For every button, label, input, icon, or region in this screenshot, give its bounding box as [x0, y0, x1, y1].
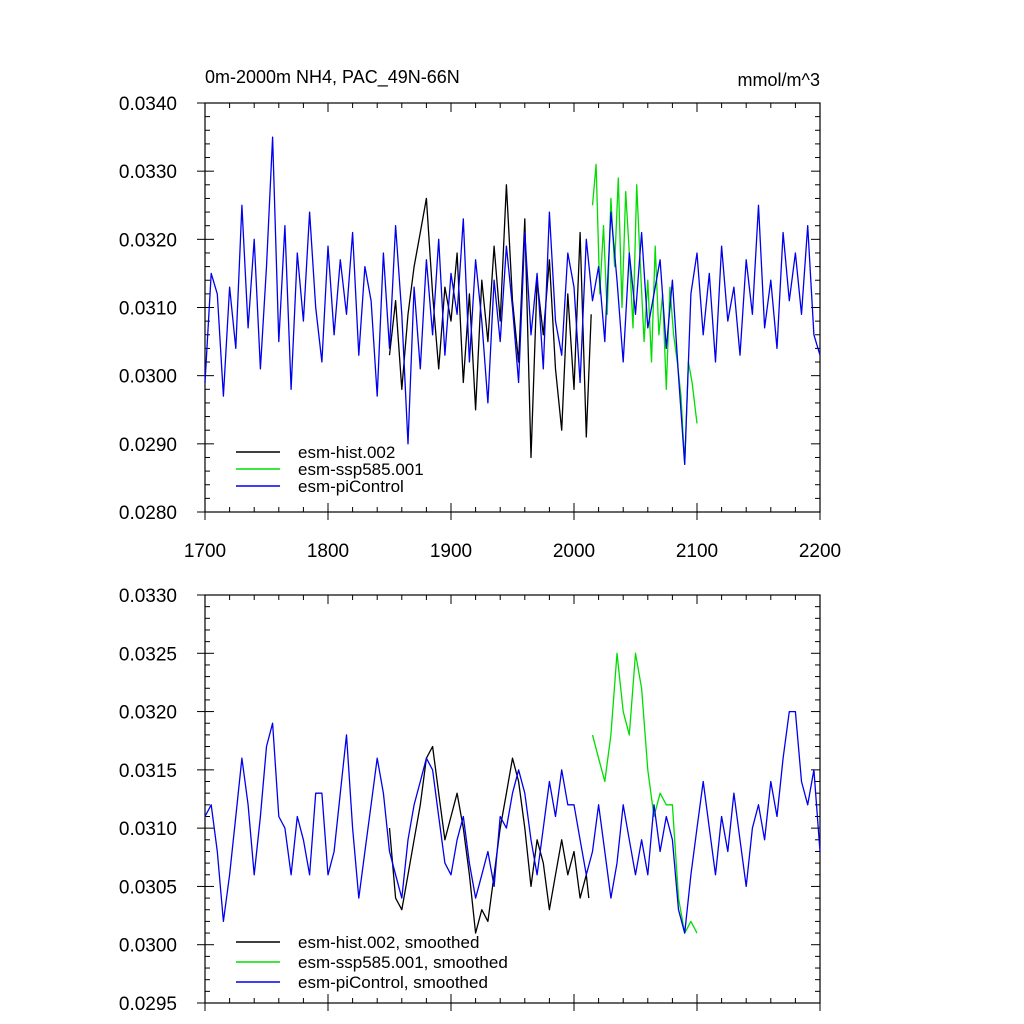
- y-tick-label: 0.0300: [119, 367, 177, 388]
- y-tick-label: 0.0310: [119, 819, 177, 840]
- y-tick-label: 0.0300: [119, 936, 177, 957]
- legend-label: esm-piControl, smoothed: [298, 973, 488, 992]
- legend-label: esm-ssp585.001, smoothed: [298, 953, 508, 972]
- y-tick-label: 0.0315: [119, 761, 177, 782]
- x-tick-label: 2000: [553, 541, 595, 562]
- top-chart-units: mmol/m^3: [738, 70, 820, 90]
- y-tick-label: 0.0330: [119, 162, 177, 183]
- legend-label: esm-ssp585.001: [298, 460, 424, 479]
- series-line-esm-ssp585-001-smoothed: [591, 652, 698, 934]
- y-tick-label: 0.0305: [119, 877, 177, 898]
- x-tick-label: 1900: [430, 541, 472, 562]
- y-tick-label: 0.0340: [119, 94, 177, 115]
- y-tick-label: 0.0325: [119, 644, 177, 665]
- x-tick-label: 1700: [184, 541, 226, 562]
- y-tick-label: 0.0280: [119, 503, 177, 524]
- legend-label: esm-piControl: [298, 477, 404, 496]
- bottom-axes: 0.0295 0.0300 0.0305 0.0310 0.0315 0.0320 0.03…: [119, 586, 821, 1015]
- series-line-esm-hist-002-smoothed: [388, 745, 590, 934]
- bottom-panel: 0.0295 0.0300 0.0305 0.0310 0.0315 0.0320 0.03…: [119, 586, 821, 1015]
- top-axes: 1700 1800 1900 2000 2100 2200 0.0280 0.0290 0.03…: [119, 94, 841, 562]
- plot-frame: [204, 594, 821, 1004]
- y-tick-label: 0.0330: [119, 586, 177, 607]
- x-tick-label: 1800: [307, 541, 349, 562]
- legend-label: esm-hist.002: [298, 443, 395, 462]
- series-line-esm-picontrol: [204, 136, 821, 465]
- x-tick-label: 2200: [799, 541, 841, 562]
- y-tick-label: 0.0295: [119, 994, 177, 1015]
- legend-label: esm-hist.002, smoothed: [298, 933, 479, 952]
- bottom-series-group: [204, 652, 821, 934]
- series-line-esm-hist-002: [388, 184, 592, 459]
- x-tick-label: 2100: [676, 541, 718, 562]
- y-tick-label: 0.0290: [119, 435, 177, 456]
- y-tick-label: 0.0320: [119, 230, 177, 251]
- top-panel: 0m-2000m NH4, PAC_49N-66N mmol/m^3 1700 1…: [119, 67, 841, 562]
- y-tick-label: 0.0310: [119, 299, 177, 320]
- top-chart-title: 0m-2000m NH4, PAC_49N-66N: [205, 67, 460, 88]
- y-tick-label: 0.0320: [119, 703, 177, 724]
- top-series-group: [204, 136, 821, 465]
- series-line-esm-picontrol-smoothed: [204, 710, 821, 934]
